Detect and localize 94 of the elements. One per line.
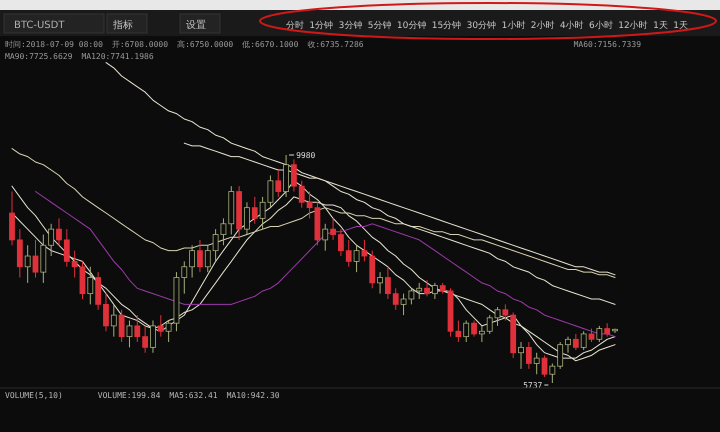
text: 高:6750.0000 [177,40,234,49]
chart-title: BTC-USDT [14,20,66,31]
candlestick [181,260,188,294]
text: MA90:7725.6629 [5,52,73,61]
candlestick [306,191,312,219]
candlestick [400,293,406,316]
text: 15分钟 [432,20,462,31]
candlestick [56,218,62,246]
candlestick [557,342,564,370]
candlestick [298,180,305,208]
candlestick [549,362,556,384]
candlestick [338,228,344,257]
candlestick [542,354,548,378]
candlestick [580,330,587,351]
candlestick [384,266,391,300]
candlestick [392,288,399,310]
candlestick [244,202,250,236]
text: 分时 [286,20,304,31]
text: 时间:2018-07-09 08:00 [5,40,104,49]
candlestick [432,282,438,300]
text: 6小时 [589,20,613,31]
candlestick [354,244,360,273]
candlestick [494,306,500,326]
candlestick [220,218,226,246]
candlestick [275,170,282,198]
candlestick [260,196,266,230]
text: 低:6670.1000 [242,40,299,49]
text: 4小时 [560,20,584,31]
candlestick [252,196,258,224]
candlestick [455,320,462,342]
text: MA10:942.30 [226,391,280,400]
candlestick [526,342,532,370]
text: 1天 [673,20,688,31]
candlestick [103,293,109,332]
candlestick [565,336,571,354]
candlestick [72,250,78,278]
text: MA120:7741.1986 [81,52,154,61]
candlestick [134,314,140,342]
candlestick [87,266,94,305]
text: 1天 [653,20,668,31]
text: 设置 [186,19,206,31]
annotation: 9980 [296,151,316,160]
text: 3分钟 [338,20,362,31]
candlestick [408,288,414,305]
candlestick [291,158,297,192]
text: VOLUME(5,10) [5,391,63,400]
text: MA5:632.41 [169,391,218,400]
text: 12小时 [618,20,648,31]
candlestick [142,325,148,354]
candlestick [346,239,352,268]
text: 收:6735.7286 [307,40,364,49]
candlestick [322,223,328,252]
candlestick [166,320,172,342]
text: 1分钟 [309,20,334,31]
candlestick [126,320,132,348]
candlestick [596,325,602,342]
text: VOLUME:199.84 [98,391,161,400]
candlestick [463,320,470,342]
candlestick [471,320,477,338]
candlestick [502,304,508,322]
candlestick [377,272,383,294]
candlestick [416,282,422,300]
candlestick [204,244,211,273]
candlestick [518,342,524,370]
candlestick [440,282,446,294]
text: 开:6708.0000 [112,40,168,49]
candlestick [330,218,336,240]
text: 1小时 [502,20,526,31]
candlestick [534,352,540,375]
candlestick [362,239,368,262]
candlestick [424,280,430,297]
candlestick [32,239,38,278]
candlestick [588,328,594,342]
candlestick [189,244,196,278]
text: 2小时 [530,20,554,31]
text: 5分钟 [368,20,392,31]
candlestick [110,304,117,338]
candlestick [150,320,156,354]
candlestick [48,223,54,257]
text: 30分钟 [466,20,496,31]
candlestick [158,314,164,338]
candlestick [212,228,219,262]
text: MA60:7156.7339 [574,40,642,49]
candlestick [197,239,203,273]
candlestick [486,314,493,334]
candlestick [478,325,485,342]
candlestick [118,309,125,342]
candlestick [64,228,70,268]
candlestick [24,244,31,284]
candlestick [604,322,610,338]
candlestick [268,174,274,208]
text: 10分钟 [396,20,426,31]
candlestick [572,333,579,351]
text: 指标 [112,19,133,31]
